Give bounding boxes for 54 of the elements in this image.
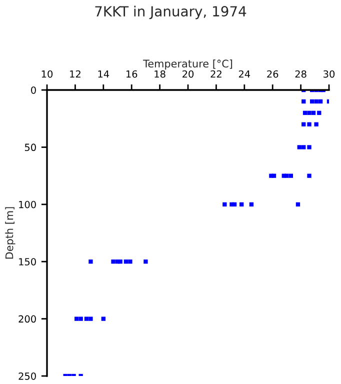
- point: [288, 174, 294, 178]
- point: [88, 260, 93, 264]
- point: [78, 316, 83, 321]
- point: [314, 122, 318, 126]
- x-tick-label: 24: [238, 70, 250, 78]
- y-axis-title: Depth [m]: [5, 207, 16, 259]
- x-tick-label: 30: [324, 70, 335, 78]
- point: [249, 202, 254, 206]
- y-tick-label: 50: [24, 144, 36, 152]
- x-tick-label: 14: [98, 70, 110, 78]
- point: [302, 122, 306, 126]
- x-tick-label: 16: [126, 70, 138, 78]
- point: [302, 99, 306, 104]
- point: [128, 260, 132, 264]
- point: [318, 99, 323, 104]
- chart-title: 7KKT in January, 1974: [95, 6, 246, 20]
- y-tick-label: 150: [19, 258, 36, 266]
- x-tick-label: 22: [210, 70, 222, 78]
- x-tick-label: 20: [182, 70, 194, 78]
- point: [272, 174, 276, 178]
- x-tick-label: 10: [42, 70, 53, 78]
- point: [317, 110, 322, 115]
- point: [307, 122, 312, 126]
- point: [307, 110, 312, 115]
- point: [144, 260, 148, 264]
- point: [310, 99, 314, 104]
- point: [296, 202, 300, 206]
- x-tick-label: 28: [295, 70, 306, 78]
- x-axis-title: Temperature [°C]: [143, 59, 232, 70]
- point: [111, 260, 116, 264]
- point: [232, 202, 237, 206]
- y-tick-label: 100: [19, 200, 36, 208]
- x-tick-label: 12: [70, 70, 80, 78]
- x-tick-label: 26: [267, 70, 278, 78]
- point: [284, 174, 289, 178]
- y-tick-label: 0: [31, 86, 36, 94]
- point: [124, 260, 128, 264]
- point: [101, 316, 106, 321]
- point: [314, 99, 318, 104]
- point: [84, 316, 89, 321]
- point: [118, 260, 122, 264]
- point: [302, 145, 306, 150]
- y-tick-label: 250: [18, 372, 36, 380]
- point: [239, 202, 244, 206]
- point: [311, 110, 316, 115]
- point: [307, 145, 312, 150]
- point: [74, 316, 79, 321]
- point: [88, 316, 93, 321]
- point: [297, 145, 302, 150]
- point: [302, 110, 308, 115]
- point: [222, 202, 227, 206]
- y-tick-label: 200: [18, 315, 36, 323]
- point: [307, 174, 312, 178]
- x-tick-label: 18: [154, 70, 166, 78]
